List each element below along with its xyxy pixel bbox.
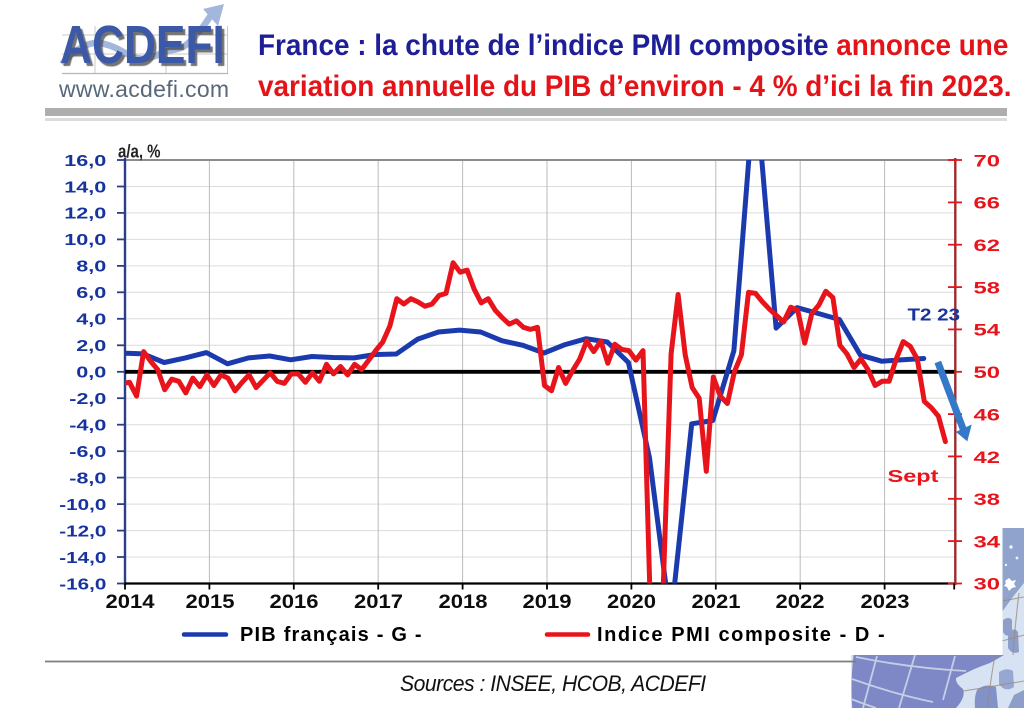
svg-text:-12,0: -12,0 — [59, 523, 106, 540]
svg-text:-16,0: -16,0 — [59, 576, 106, 593]
svg-text:10,0: 10,0 — [64, 232, 106, 249]
svg-text:2016: 2016 — [270, 591, 319, 613]
svg-text:-8,0: -8,0 — [69, 470, 106, 487]
svg-text:0,0: 0,0 — [76, 365, 106, 382]
svg-text:2017: 2017 — [354, 591, 403, 613]
svg-text:30: 30 — [974, 575, 1001, 594]
svg-text:12,0: 12,0 — [64, 206, 106, 223]
svg-text:42: 42 — [974, 448, 1001, 467]
svg-text:Sept: Sept — [888, 466, 939, 486]
svg-text:70: 70 — [974, 151, 1001, 170]
svg-text:2014: 2014 — [106, 591, 155, 613]
svg-text:2021: 2021 — [692, 591, 741, 613]
svg-text:-10,0: -10,0 — [59, 497, 106, 514]
svg-text:38: 38 — [974, 490, 1001, 509]
svg-text:4,0: 4,0 — [76, 312, 106, 329]
svg-text:16,0: 16,0 — [64, 153, 106, 170]
svg-text:2,0: 2,0 — [76, 338, 106, 355]
svg-text:46: 46 — [974, 405, 1001, 424]
svg-text:-2,0: -2,0 — [69, 391, 106, 408]
svg-text:2023: 2023 — [861, 591, 910, 613]
svg-text:2015: 2015 — [186, 591, 235, 613]
svg-text:8,0: 8,0 — [76, 259, 106, 276]
svg-text:50: 50 — [974, 363, 1001, 382]
svg-text:-6,0: -6,0 — [69, 444, 106, 461]
svg-text:6,0: 6,0 — [76, 285, 106, 302]
svg-text:58: 58 — [974, 278, 1001, 297]
svg-text:-4,0: -4,0 — [69, 418, 106, 435]
svg-text:62: 62 — [974, 236, 1001, 255]
svg-text:54: 54 — [974, 321, 1001, 340]
svg-text:2022: 2022 — [776, 591, 825, 613]
svg-text:2019: 2019 — [523, 591, 572, 613]
svg-text:2020: 2020 — [607, 591, 656, 613]
svg-text:T2 23: T2 23 — [908, 305, 961, 325]
svg-text:2018: 2018 — [439, 591, 488, 613]
svg-text:14,0: 14,0 — [64, 179, 106, 196]
svg-text:-14,0: -14,0 — [59, 550, 106, 567]
svg-text:a/a, %: a/a, % — [118, 142, 161, 162]
svg-text:66: 66 — [974, 194, 1001, 213]
svg-text:34: 34 — [974, 532, 1001, 551]
